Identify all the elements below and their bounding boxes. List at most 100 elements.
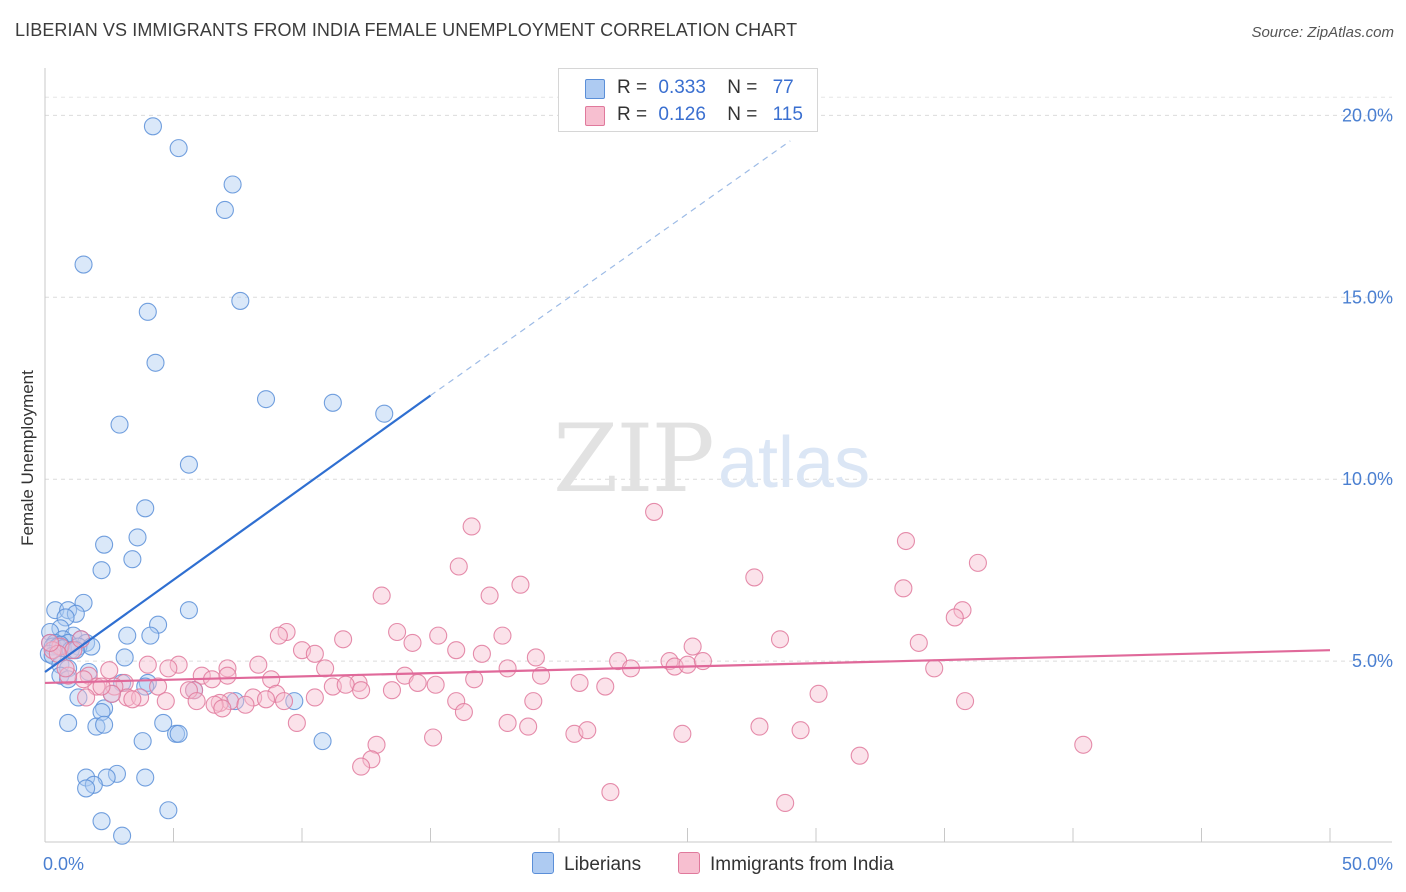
data-point	[945, 608, 964, 627]
legend-n-label: N =	[727, 104, 758, 125]
data-point	[645, 502, 664, 521]
y-tick-label: 15.0%	[1342, 287, 1393, 307]
data-point	[56, 659, 75, 678]
data-point	[110, 415, 129, 434]
data-point	[66, 604, 85, 623]
data-point	[107, 764, 127, 783]
data-point	[123, 550, 142, 569]
data-point	[143, 117, 162, 136]
data-point	[336, 675, 355, 694]
data-point	[426, 675, 445, 694]
data-point	[909, 633, 928, 652]
data-point	[408, 673, 427, 692]
data-point	[256, 390, 276, 409]
data-point	[956, 692, 975, 711]
data-point	[156, 692, 175, 711]
data-point	[269, 626, 288, 645]
data-point	[498, 713, 517, 732]
legend-n-label: N =	[727, 77, 758, 98]
data-point	[77, 779, 96, 798]
data-point	[526, 648, 545, 667]
data-point	[154, 713, 173, 732]
bottom-legend-label-india: Immigrants from India	[710, 854, 894, 875]
trend-line	[44, 649, 1331, 685]
data-point	[454, 702, 473, 722]
data-point	[776, 793, 795, 813]
data-point	[118, 626, 137, 645]
data-point	[138, 302, 157, 321]
data-point	[953, 601, 972, 620]
legend-r-value: 0.126	[658, 104, 706, 125]
data-point	[92, 561, 111, 580]
data-point	[493, 626, 512, 645]
data-point	[179, 601, 198, 620]
data-point	[136, 768, 155, 787]
x-tick-label: 50.0%	[1342, 854, 1393, 874]
data-point	[159, 659, 178, 678]
legend-n-value: 115	[772, 104, 803, 125]
data-point	[896, 531, 916, 551]
data-point	[169, 139, 188, 158]
data-point	[136, 499, 155, 518]
data-point	[59, 666, 78, 685]
bottom-legend-india: Immigrants from India	[678, 852, 894, 876]
data-point	[750, 717, 769, 736]
data-point	[447, 641, 466, 660]
data-point	[770, 630, 790, 649]
x-tick-label: 0.0%	[43, 854, 84, 874]
data-point	[334, 630, 353, 649]
data-point	[41, 633, 60, 652]
y-axis-label: Female Unemployment	[18, 370, 37, 546]
legend-r-value: 0.333	[658, 77, 706, 98]
data-point	[92, 812, 111, 831]
data-point	[894, 579, 913, 598]
data-point	[372, 586, 391, 605]
data-point	[149, 677, 168, 696]
data-point	[352, 681, 371, 700]
data-point	[578, 721, 597, 740]
data-point	[146, 353, 165, 372]
legend: R = 0.333 N = 77 R = 0.126 N = 115	[558, 68, 818, 132]
data-point	[59, 713, 78, 732]
gridlines	[45, 96, 1392, 662]
legend-n-value: 77	[772, 77, 794, 98]
data-point	[138, 655, 157, 674]
data-point	[236, 695, 255, 714]
data-point	[601, 783, 620, 802]
data-point	[187, 692, 206, 711]
data-point	[69, 688, 88, 707]
data-point	[678, 655, 697, 674]
data-point	[449, 557, 468, 576]
axes	[44, 68, 1392, 843]
data-point	[274, 692, 294, 711]
data-point	[498, 659, 517, 678]
data-point	[95, 535, 114, 554]
data-point	[791, 721, 810, 740]
data-point	[683, 637, 702, 656]
data-point	[56, 608, 75, 627]
data-point	[95, 715, 114, 734]
data-point	[136, 677, 155, 696]
data-point	[77, 768, 96, 787]
data-point	[850, 746, 869, 765]
data-point	[123, 690, 142, 709]
data-point	[262, 670, 281, 689]
data-point	[46, 601, 65, 620]
data-point	[131, 688, 150, 707]
data-point	[809, 684, 828, 703]
data-point	[115, 673, 134, 692]
data-point	[570, 673, 589, 692]
data-point	[388, 622, 407, 642]
data-point	[472, 644, 491, 663]
trend-line	[44, 394, 432, 673]
series-india	[41, 502, 1093, 813]
data-point	[74, 670, 93, 689]
data-point	[305, 688, 324, 707]
data-point	[660, 652, 679, 671]
data-point	[596, 677, 615, 696]
trend-line-extension	[430, 140, 791, 397]
source-label: Source: ZipAtlas.com	[1251, 24, 1394, 41]
data-point	[169, 724, 188, 743]
data-point	[141, 626, 160, 645]
